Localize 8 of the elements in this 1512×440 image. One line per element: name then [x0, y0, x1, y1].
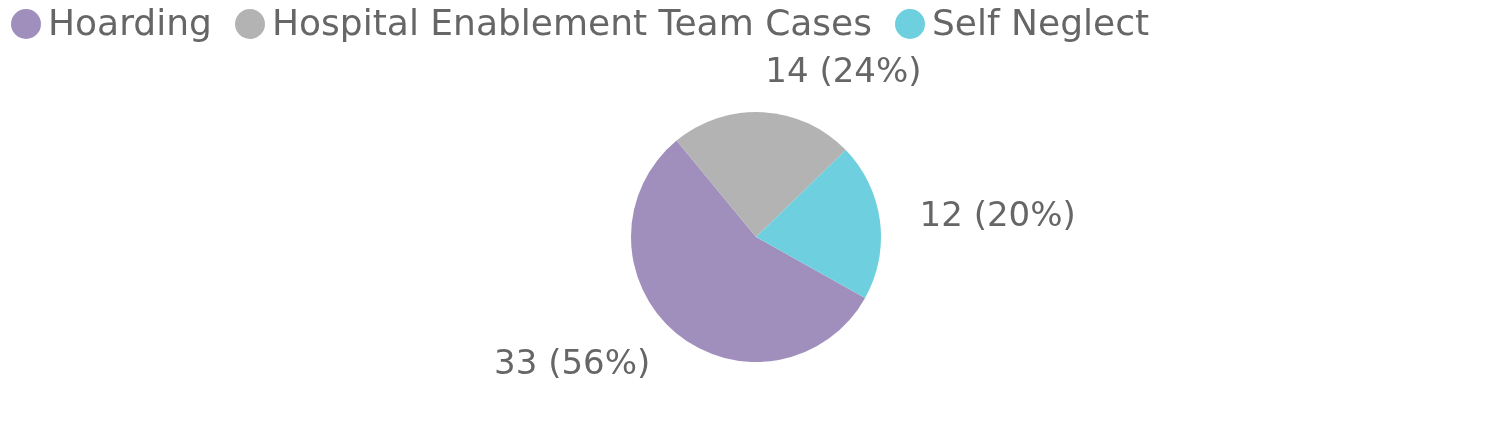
data-label: 33 (56%) — [494, 341, 651, 382]
data-label: 14 (24%) — [765, 50, 922, 91]
data-label: 12 (20%) — [919, 193, 1076, 234]
legend-label: Hospital Enablement Team Cases — [272, 2, 872, 43]
pie-slice — [756, 150, 881, 298]
legend-label: Self Neglect — [932, 2, 1150, 43]
legend-label: Hoarding — [48, 2, 212, 43]
pie-slice — [676, 112, 846, 237]
